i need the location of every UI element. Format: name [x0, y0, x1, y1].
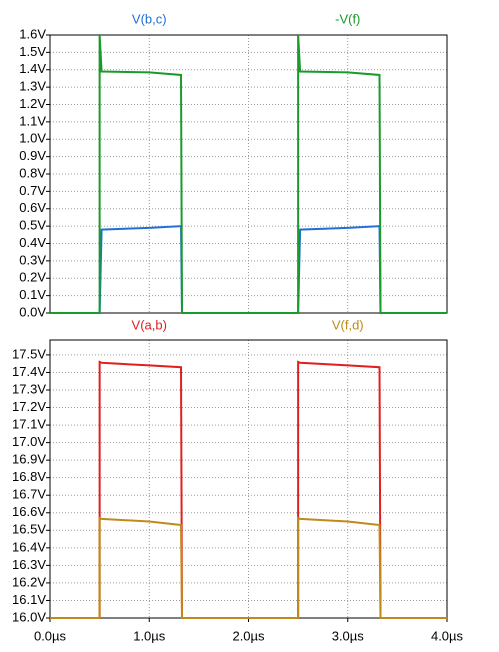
- y-tick-label: 0.5V: [19, 218, 46, 233]
- y-tick-label: 17.0V: [12, 434, 46, 449]
- legend-entry: -V(f): [335, 11, 360, 26]
- x-tick-label: 0.0µs: [34, 628, 67, 643]
- legend-entry: V(b,c): [132, 11, 167, 26]
- y-tick-label: 17.2V: [12, 399, 46, 414]
- y-tick-label: 1.0V: [19, 131, 46, 146]
- y-tick-label: 1.2V: [19, 96, 46, 111]
- series-line: [50, 34, 447, 314]
- x-tick-label: 4.0µs: [431, 628, 464, 643]
- y-tick-label: 16.1V: [12, 592, 46, 607]
- y-tick-label: 16.5V: [12, 522, 46, 537]
- y-tick-label: 1.6V: [19, 26, 46, 41]
- y-tick-label: 0.8V: [19, 165, 46, 180]
- y-tick-label: 1.3V: [19, 79, 46, 94]
- y-tick-label: 16.8V: [12, 469, 46, 484]
- x-tick-label: 3.0µs: [332, 628, 365, 643]
- legend-entry: V(a,b): [132, 317, 167, 332]
- y-tick-label: 0.3V: [19, 252, 46, 267]
- series-line: [50, 516, 447, 619]
- y-tick-label: 16.9V: [12, 452, 46, 467]
- y-tick-label: 0.2V: [19, 270, 46, 285]
- y-tick-label: 0.1V: [19, 287, 46, 302]
- y-tick-label: 0.6V: [19, 200, 46, 215]
- y-tick-label: 17.3V: [12, 381, 46, 396]
- y-tick-label: 0.7V: [19, 183, 46, 198]
- y-tick-label: 16.6V: [12, 504, 46, 519]
- x-tick-label: 1.0µs: [133, 628, 166, 643]
- y-tick-label: 1.1V: [19, 113, 46, 128]
- y-tick-label: 1.4V: [19, 61, 46, 76]
- y-tick-label: 17.4V: [12, 364, 46, 379]
- y-tick-label: 17.5V: [12, 346, 46, 361]
- y-tick-label: 16.4V: [12, 539, 46, 554]
- legend-entry: V(f,d): [332, 317, 364, 332]
- x-tick-label: 2.0µs: [232, 628, 265, 643]
- y-tick-label: 16.3V: [12, 557, 46, 572]
- y-tick-label: 16.2V: [12, 574, 46, 589]
- y-tick-label: 16.0V: [12, 609, 46, 624]
- y-tick-label: 0.9V: [19, 148, 46, 163]
- y-tick-label: 1.5V: [19, 44, 46, 59]
- y-tick-label: 17.1V: [12, 417, 46, 432]
- y-tick-label: 0.0V: [19, 304, 46, 319]
- y-tick-label: 16.7V: [12, 487, 46, 502]
- y-tick-label: 0.4V: [19, 235, 46, 250]
